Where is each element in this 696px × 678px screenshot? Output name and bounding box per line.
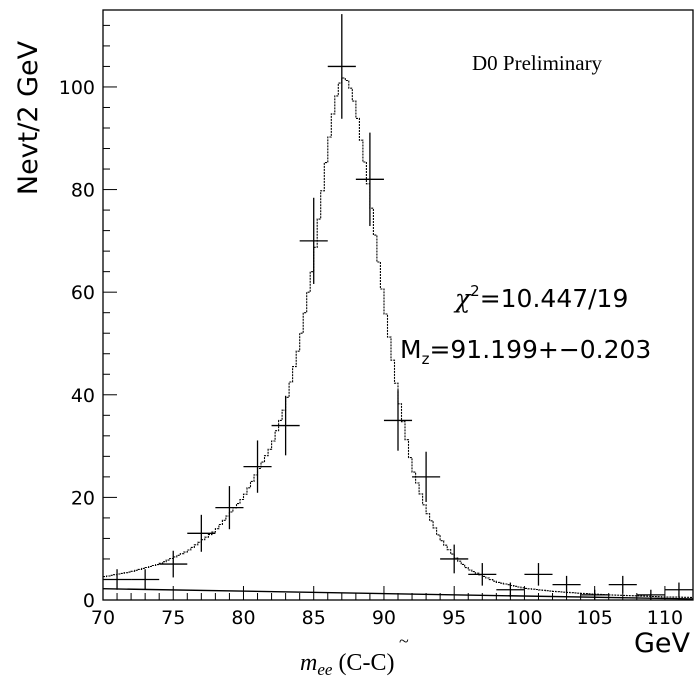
data-point bbox=[243, 440, 272, 493]
x-axis-tilde-mark: ~ bbox=[399, 631, 409, 651]
y-tick-label: 20 bbox=[71, 487, 95, 509]
mz-symbol: M bbox=[400, 335, 422, 364]
data-point bbox=[299, 197, 328, 284]
experiment-label: D0 Preliminary bbox=[472, 51, 603, 75]
x-tick-label: 85 bbox=[302, 607, 326, 629]
data-point bbox=[159, 550, 188, 578]
x-tick-label: 75 bbox=[161, 607, 185, 629]
y-tick-label: 40 bbox=[71, 385, 95, 407]
data-point bbox=[187, 514, 216, 552]
data-point bbox=[664, 582, 693, 597]
data-point bbox=[271, 395, 300, 456]
chi2-annotation: χ2=10.447/19 bbox=[453, 282, 628, 313]
data-point bbox=[608, 575, 637, 594]
chi2-power: 2 bbox=[470, 282, 480, 300]
data-point bbox=[468, 563, 497, 586]
x-tick-label: 105 bbox=[577, 607, 613, 629]
x-axis-suffix: (C- bbox=[338, 650, 370, 676]
y-tick-label: 80 bbox=[71, 180, 95, 202]
x-axis-tilde-letter: C bbox=[370, 650, 386, 676]
x-axis-label: mee (C-C) bbox=[300, 650, 394, 678]
axis-ticks: 70 75 80 85 90 95 100 105 110 0 20 40 60 80 100 bbox=[59, 24, 694, 629]
x-axis-unit: GeV bbox=[634, 628, 691, 659]
data-point bbox=[440, 544, 469, 574]
data-point bbox=[636, 589, 665, 600]
data-point bbox=[383, 390, 413, 451]
x-axis-close: ) bbox=[386, 650, 394, 676]
data-point bbox=[552, 575, 581, 594]
x-tick-label: 110 bbox=[647, 607, 683, 629]
data-layer bbox=[102, 14, 694, 600]
x-tick-label: 95 bbox=[442, 607, 466, 629]
x-tick-label: 70 bbox=[91, 607, 115, 629]
x-tick-label: 80 bbox=[231, 607, 255, 629]
mz-annotation: Mz=91.199+−0.203 bbox=[400, 335, 651, 368]
data-point bbox=[103, 569, 132, 590]
data-point bbox=[524, 563, 553, 586]
mz-subscript: z bbox=[422, 350, 430, 368]
mz-value: =91.199+−0.203 bbox=[429, 335, 651, 364]
y-tick-label: 100 bbox=[59, 77, 95, 99]
x-tick-label: 90 bbox=[372, 607, 396, 629]
x-axis-symbol: m bbox=[300, 650, 317, 676]
y-tick-label: 60 bbox=[71, 282, 95, 304]
data-point bbox=[215, 486, 244, 530]
data-point bbox=[580, 589, 609, 600]
data-point bbox=[355, 132, 384, 226]
data-point bbox=[327, 14, 356, 119]
y-tick-label: 0 bbox=[83, 590, 95, 612]
y-axis-label: Nevt/2 GeV bbox=[13, 40, 44, 195]
x-tick-label: 100 bbox=[506, 607, 542, 629]
data-point bbox=[131, 569, 160, 590]
x-axis-subscript: ee bbox=[317, 660, 333, 678]
chi2-value: =10.447/19 bbox=[480, 284, 629, 313]
data-point bbox=[496, 582, 525, 597]
data-point bbox=[412, 451, 441, 503]
chi2-symbol: χ bbox=[453, 284, 472, 313]
